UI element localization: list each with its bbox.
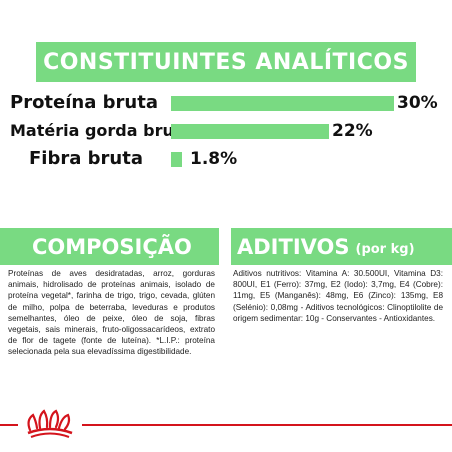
fat-label: Matéria gorda bruta — [10, 121, 193, 140]
fat-bar — [171, 124, 329, 139]
footer-divider-right — [82, 424, 452, 426]
protein-bar — [171, 96, 394, 111]
additives-text: Aditivos nutritivos: Vitamina A: 30.500U… — [233, 269, 443, 323]
additives-subtitle: (por kg) — [355, 241, 415, 257]
fat-value: 22% — [332, 121, 373, 141]
footer-divider-left — [0, 424, 18, 426]
analytic-title: CONSTITUINTES ANALÍTICOS — [43, 49, 409, 75]
additives-title-banner: ADITIVOS (por kg) — [231, 228, 452, 265]
additives-title: ADITIVOS — [237, 234, 350, 259]
composition-text: Proteínas de aves desidratadas, arroz, g… — [8, 269, 215, 357]
fiber-label: Fibra bruta — [29, 148, 143, 169]
composition-title-banner: COMPOSIÇÃO — [0, 228, 219, 265]
protein-value: 30% — [397, 93, 438, 113]
fiber-value: 1.8% — [190, 149, 238, 169]
fiber-bar — [171, 152, 182, 167]
royal-canin-crown-logo — [27, 409, 73, 438]
composition-title: COMPOSIÇÃO — [32, 234, 192, 259]
analytic-title-banner: CONSTITUINTES ANALÍTICOS — [36, 42, 416, 82]
protein-label: Proteína bruta — [10, 92, 158, 113]
